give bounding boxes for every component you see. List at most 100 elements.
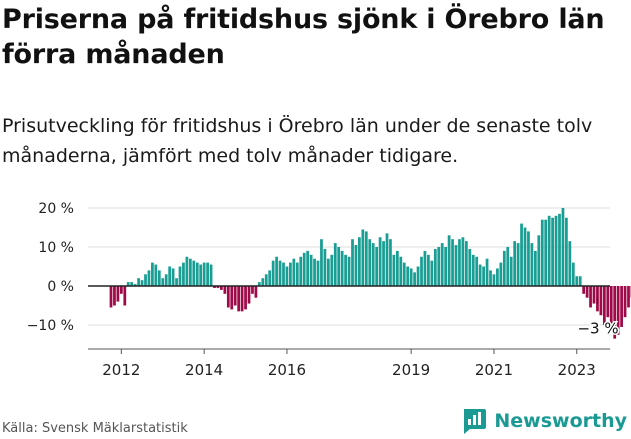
bar [420,256,423,286]
bar [289,262,292,286]
bar [485,258,489,286]
bar [151,262,154,286]
y-tick-label: −10 % [27,318,74,334]
y-tick-label: 10 % [38,240,74,256]
bar [309,254,313,286]
bar [154,264,158,286]
x-tick-label: 2014 [185,361,223,379]
bar [382,241,385,286]
bar [275,256,278,286]
source-note: Källa: Svensk Mäklarstatistik [2,421,188,436]
x-tick-label: 2012 [102,361,140,379]
brand-logo: Newsworthy [460,405,627,437]
x-tick-label: 2021 [475,361,513,379]
bar [371,243,375,286]
bar [554,215,558,286]
bar [320,239,323,286]
bar [468,248,472,286]
bar [585,286,589,298]
bar [126,282,130,286]
bar [230,286,234,310]
bar [171,268,175,286]
bar [513,241,517,286]
bar [206,262,209,286]
x-tick-label: 2019 [392,361,430,379]
bar [344,254,347,286]
bar [609,286,613,331]
bar [368,239,372,286]
bar [606,286,610,318]
bar [137,278,140,286]
bar [292,258,296,286]
bar [147,270,151,286]
bar [502,250,506,286]
bar [119,286,123,294]
bar [213,286,216,288]
bar [361,229,365,286]
bar [306,250,310,286]
bar [178,266,182,286]
bar [533,250,537,286]
bar [237,286,241,312]
bar [244,286,247,310]
bar [395,250,399,286]
bar [185,256,189,286]
bar [509,256,513,286]
bar [409,268,413,286]
bar [326,258,330,286]
bar [299,256,303,286]
annotation-label: −3 % [577,320,618,338]
bar [478,264,482,286]
bar [551,217,554,286]
bar [623,286,627,318]
bar [575,276,579,286]
bar [302,252,306,286]
bar [492,274,496,286]
bar [140,280,144,286]
bar [333,243,337,286]
bar [399,256,403,286]
bar [437,247,441,286]
bar [216,286,220,288]
bar [130,282,134,286]
bar [413,272,416,286]
bar [416,266,420,286]
bar [613,286,617,339]
bar [358,237,361,286]
x-tick-label: 2023 [558,361,596,379]
bar [354,245,358,286]
bar [295,262,299,286]
bar [109,286,113,308]
bar [527,231,530,286]
bar [571,262,575,286]
y-tick-label: 20 % [38,201,74,217]
bar [402,262,406,286]
bar [464,241,468,286]
bar [195,262,199,286]
bar [364,231,368,286]
bar [251,286,254,294]
bar [582,286,586,294]
bar [558,213,561,286]
bar [220,286,223,290]
bar [278,260,282,286]
bar [240,286,244,312]
bar [123,286,127,306]
bar [620,286,623,327]
bar [226,286,230,308]
bar [482,266,485,286]
bar [192,260,196,286]
bar [168,266,172,286]
bar [499,262,503,286]
bar [347,256,351,286]
bar [475,256,479,286]
bar [451,239,454,286]
bar [530,243,534,286]
bar [188,258,192,286]
bar [313,258,316,286]
bar [461,237,465,286]
bar [592,286,596,304]
bar [547,215,551,286]
bar [330,254,334,286]
bar [537,235,541,286]
